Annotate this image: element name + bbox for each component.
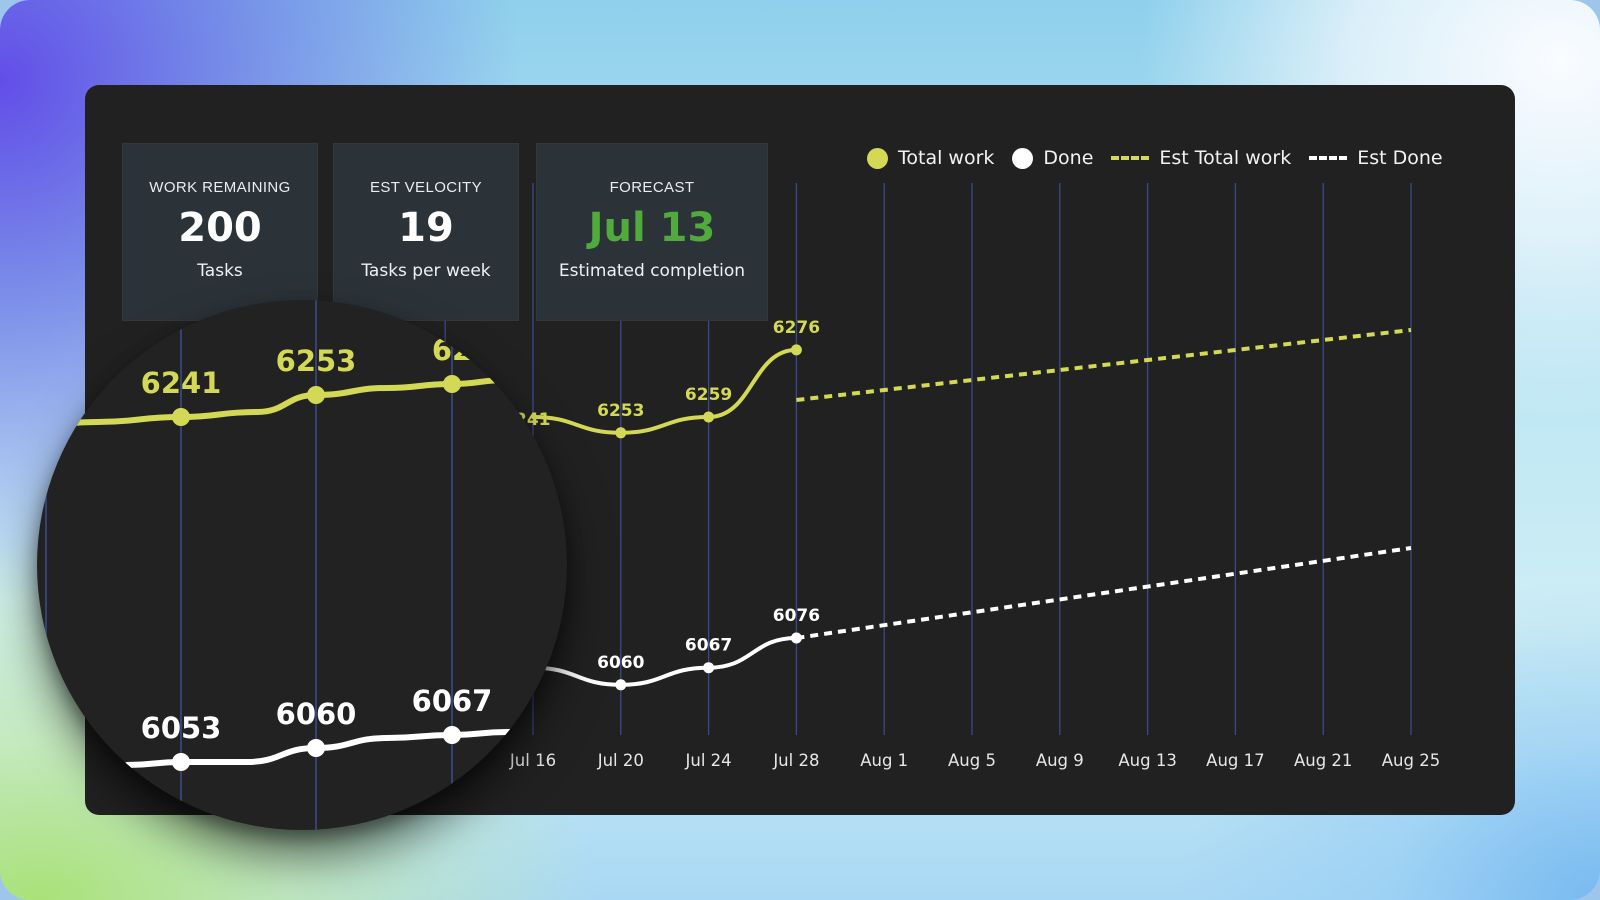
x-tick-label: Aug 5 [948, 751, 996, 770]
data-label: 6253 [276, 344, 357, 378]
data-label: 6253 [597, 401, 644, 421]
legend-est-done[interactable]: Est Done [1309, 147, 1443, 169]
x-tick-label: Jul 28 [772, 751, 819, 770]
legend-total-work[interactable]: Total work [867, 147, 994, 169]
data-point [443, 726, 461, 744]
data-label: 6060 [597, 653, 644, 673]
forecast-caption: FORECAST [609, 179, 695, 196]
x-tick-label: Aug 21 [1294, 751, 1352, 770]
data-label: 6067 [685, 636, 732, 656]
data-label: 6076 [773, 606, 820, 626]
series-line [37, 369, 567, 428]
legend-done[interactable]: Done [1012, 147, 1093, 169]
lens-gridlines [45, 300, 453, 830]
legend-est-done-label: Est Done [1357, 147, 1443, 169]
legend-est-total-work-label: Est Total work [1159, 147, 1292, 169]
x-axis: Jul 16 Jul 20 Jul 24 Jul 28 Aug 1 Aug 5 Aug 9 A… [509, 751, 1440, 770]
data-point [703, 662, 715, 674]
done-series: 6060 6067 6076 [531, 606, 820, 691]
data-label: 6067 [412, 684, 493, 718]
data-label: 62 [432, 333, 472, 367]
velocity-card: EST VELOCITY 19 Tasks per week [333, 143, 519, 321]
data-point [615, 427, 627, 439]
series-line [531, 636, 799, 687]
legend-done-label: Done [1043, 147, 1094, 169]
data-point [172, 408, 190, 426]
data-label: 6060 [276, 697, 357, 731]
lens-done: 6053 6060 6067 [124, 684, 567, 771]
est-done-swatch [1309, 156, 1348, 160]
done-swatch [1012, 147, 1034, 169]
work-remaining-unit: Tasks [197, 261, 243, 281]
data-label: 6241 [141, 366, 222, 400]
velocity-value: 19 [398, 205, 454, 251]
data-point [172, 753, 190, 771]
velocity-unit: Tasks per week [361, 261, 491, 281]
series-line [531, 347, 799, 435]
x-tick-label: Aug 25 [1382, 751, 1440, 770]
work-remaining-card: WORK REMAINING 200 Tasks [122, 143, 318, 321]
x-tick-label: Aug 9 [1036, 751, 1084, 770]
series-line [124, 725, 567, 768]
velocity-caption: EST VELOCITY [369, 179, 483, 196]
est-total-work-swatch [1111, 156, 1150, 160]
data-point [307, 386, 325, 404]
x-tick-label: Aug 13 [1118, 751, 1176, 770]
chart-legend: Total work Done Est Total work Est Done [867, 145, 1443, 171]
total-work-swatch [867, 147, 888, 169]
x-tick-label: Jul 20 [597, 751, 644, 770]
magnifier-lens: 6241 6253 62 6053 6060 6067 [37, 300, 567, 830]
work-remaining-value: 200 [178, 205, 262, 251]
lens-total-work: 6241 6253 62 [37, 333, 567, 428]
data-label: 6276 [773, 318, 820, 338]
est-total-work-line [796, 328, 1412, 402]
est-done-line [796, 546, 1412, 640]
legend-est-total-work[interactable]: Est Total work [1111, 147, 1291, 169]
x-tick-label: Aug 1 [860, 751, 908, 770]
data-point [790, 344, 802, 356]
work-remaining-caption: WORK REMAINING [149, 179, 291, 196]
x-tick-label: Jul 16 [509, 751, 556, 770]
data-label: 6259 [685, 385, 732, 405]
forecast-sub: Estimated completion [558, 261, 746, 281]
forecast-chart: Jul 16 Jul 20 Jul 24 Jul 28 Aug 1 Aug 5 Aug 9 A… [268, 183, 1440, 770]
x-tick-label: Jul 24 [685, 751, 732, 770]
legend-total-work-label: Total work [898, 147, 995, 169]
data-point [307, 739, 325, 757]
forecast-value: Jul 13 [588, 205, 716, 251]
magnified-chart: 6241 6253 62 6053 6060 6067 [37, 300, 567, 830]
data-point [615, 679, 627, 691]
data-point [703, 411, 715, 423]
estimates [796, 328, 1412, 640]
data-point [443, 375, 461, 393]
data-label: 6053 [141, 711, 222, 745]
x-tick-label: Aug 17 [1206, 751, 1264, 770]
total-work-series: 6253 6259 6276 [531, 318, 820, 439]
forecast-card: FORECAST Jul 13 Estimated completion [536, 143, 768, 321]
